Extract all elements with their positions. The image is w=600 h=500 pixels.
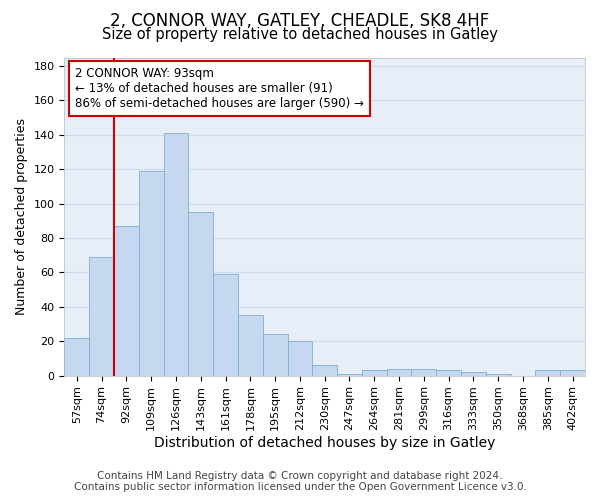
Bar bbox=[412, 368, 436, 376]
Bar bbox=[436, 370, 461, 376]
Bar bbox=[486, 374, 511, 376]
Bar bbox=[461, 372, 486, 376]
Bar bbox=[287, 341, 313, 376]
Bar bbox=[114, 226, 139, 376]
Bar bbox=[188, 212, 213, 376]
Bar bbox=[535, 370, 560, 376]
Bar bbox=[64, 338, 89, 376]
Bar bbox=[139, 171, 164, 376]
Text: 2 CONNOR WAY: 93sqm
← 13% of detached houses are smaller (91)
86% of semi-detach: 2 CONNOR WAY: 93sqm ← 13% of detached ho… bbox=[75, 67, 364, 110]
Bar bbox=[337, 374, 362, 376]
Text: Contains HM Land Registry data © Crown copyright and database right 2024.
Contai: Contains HM Land Registry data © Crown c… bbox=[74, 471, 526, 492]
X-axis label: Distribution of detached houses by size in Gatley: Distribution of detached houses by size … bbox=[154, 436, 496, 450]
Bar bbox=[362, 370, 386, 376]
Bar bbox=[164, 133, 188, 376]
Text: Size of property relative to detached houses in Gatley: Size of property relative to detached ho… bbox=[102, 28, 498, 42]
Bar bbox=[238, 316, 263, 376]
Bar bbox=[560, 370, 585, 376]
Y-axis label: Number of detached properties: Number of detached properties bbox=[15, 118, 28, 315]
Bar bbox=[263, 334, 287, 376]
Bar bbox=[313, 366, 337, 376]
Bar bbox=[89, 257, 114, 376]
Text: 2, CONNOR WAY, GATLEY, CHEADLE, SK8 4HF: 2, CONNOR WAY, GATLEY, CHEADLE, SK8 4HF bbox=[110, 12, 490, 30]
Bar bbox=[213, 274, 238, 376]
Bar bbox=[386, 368, 412, 376]
